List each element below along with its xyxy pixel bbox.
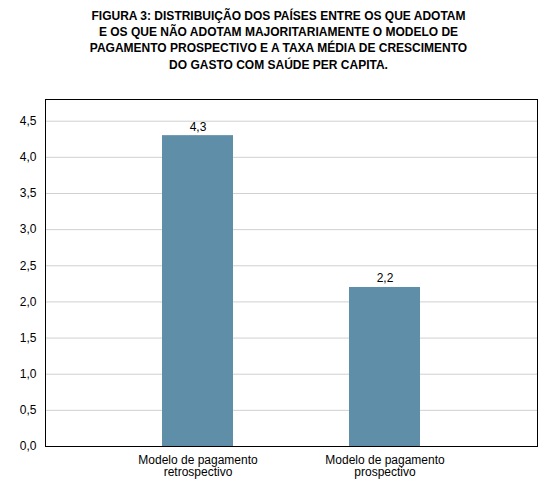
svg-text:1,5: 1,5 — [20, 331, 37, 345]
html-text:FIGURA 3: DISTRIBUIÇÃO DOS PAÍ: FIGURA 3: DISTRIBUIÇÃO DOS PAÍSES ENTRE … — [89, 9, 468, 72]
svg-text:0,5: 0,5 — [20, 403, 37, 417]
svg-text:4,5: 4,5 — [20, 114, 37, 128]
svg-text:4,0: 4,0 — [20, 150, 37, 164]
svg-text:2,5: 2,5 — [20, 258, 37, 272]
svg-text:0,0: 0,0 — [20, 439, 37, 453]
svg-text:2,0: 2,0 — [20, 295, 37, 309]
svg-text:Modelo de pagamentoprospectivo: Modelo de pagamentoprospectivo — [325, 453, 445, 479]
svg-text:1,0: 1,0 — [20, 367, 37, 381]
svg-text:2,2: 2,2 — [377, 271, 394, 285]
svg-text:3,5: 3,5 — [20, 186, 37, 200]
svg-text:4,3: 4,3 — [190, 119, 207, 133]
svg-text:3,0: 3,0 — [20, 222, 37, 236]
svg-text:Modelo de pagamentoretrospecti: Modelo de pagamentoretrospectivo — [138, 453, 258, 479]
